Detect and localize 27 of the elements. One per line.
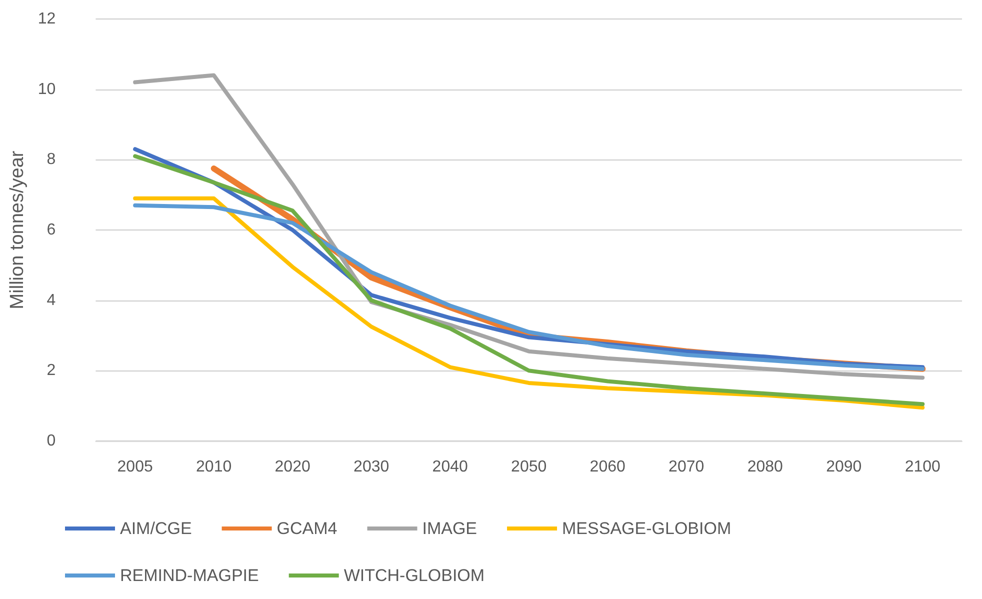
y-tick-label: 10 bbox=[38, 80, 56, 98]
legend-label: IMAGE bbox=[422, 519, 478, 538]
y-tick-label: 6 bbox=[46, 222, 56, 238]
legend-label: MESSAGE-GLOBIOM bbox=[562, 519, 732, 538]
x-tick-label: 2060 bbox=[590, 458, 626, 476]
y-tick-label: 8 bbox=[46, 151, 56, 168]
y-tick-label: 12 bbox=[38, 10, 56, 28]
y-tick-label: 4 bbox=[46, 292, 56, 309]
x-tick-label: 2010 bbox=[196, 458, 232, 476]
line-series bbox=[133, 154, 925, 406]
legend-label: AIM/CGE bbox=[120, 519, 192, 538]
x-tick-label: 2080 bbox=[747, 458, 784, 476]
legend-label: GCAM4 bbox=[276, 519, 338, 538]
legend-label: WITCH-GLOBIOM bbox=[344, 566, 485, 585]
x-tick-label: 2005 bbox=[117, 458, 153, 476]
y-tick-label: 0 bbox=[46, 432, 56, 450]
x-tick-label: 2090 bbox=[826, 458, 862, 476]
y-axis-title: Million tonnes/year bbox=[7, 150, 28, 310]
x-tick-label: 2070 bbox=[668, 458, 704, 476]
x-tick-label: 2040 bbox=[432, 458, 468, 476]
y-tick-label: 2 bbox=[46, 362, 56, 380]
x-tick-label: 2100 bbox=[904, 458, 941, 476]
line-series bbox=[133, 203, 925, 371]
x-tick-label: 2020 bbox=[274, 458, 310, 476]
legend-label: REMIND-MAGPIE bbox=[120, 566, 259, 585]
x-tick-label: 2030 bbox=[354, 458, 390, 476]
x-tick-label: 2050 bbox=[511, 458, 547, 476]
